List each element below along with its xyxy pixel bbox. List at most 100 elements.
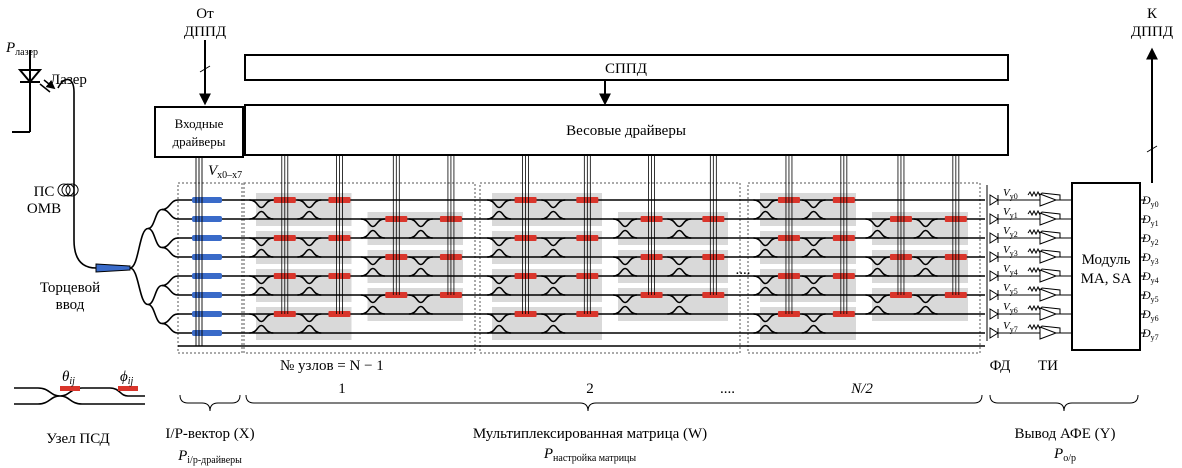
digital-sub: y1 (1151, 219, 1159, 228)
voltage-sub: y0 (1010, 192, 1018, 201)
input-modulator (192, 330, 222, 336)
brace (990, 395, 1138, 411)
output-digital: Dy5 (1141, 288, 1159, 304)
voltage-sub: y6 (1010, 306, 1018, 315)
voltage-sub: y2 (1010, 230, 1018, 239)
splitter (162, 324, 178, 334)
amp-label: ТИ (1038, 358, 1058, 374)
amplifier (1040, 308, 1056, 320)
digital-symbol: D (1141, 212, 1151, 226)
amplifier (1040, 194, 1056, 206)
diagram: Vy0Dy0Vy1Dy1Vy2Dy2Vy3Dy3Vy4Dy4Vy5Dy5Vy6D… (0, 0, 1182, 468)
weight-drivers-label: Весовые драйверы (566, 123, 686, 139)
photodiode (990, 328, 998, 338)
output-digital: Dy3 (1141, 250, 1159, 266)
digital-sub: y6 (1151, 314, 1159, 323)
fiber-coil (58, 184, 78, 196)
brace (246, 395, 982, 411)
detector-label: ФД (990, 358, 1011, 374)
voltage-sub: y1 (1010, 211, 1018, 220)
digital-sub: y5 (1151, 295, 1159, 304)
output-voltage: Vy2 (1003, 225, 1018, 239)
legend-phi: ϕij (120, 369, 134, 387)
block-number: 2 (586, 381, 594, 397)
section-label: I/P-вектор (X) (165, 426, 254, 442)
voltage-sub: y7 (1010, 325, 1018, 334)
legend-theta: θij (62, 369, 75, 387)
digital-symbol: D (1141, 193, 1151, 207)
input-modulator (192, 273, 222, 279)
input-modulator (192, 311, 222, 317)
digital-sub: y2 (1151, 238, 1159, 247)
input-block (178, 183, 242, 353)
input-modulator (192, 216, 222, 222)
block-number: 1 (338, 381, 346, 397)
section-label: Мультиплексированная матрица (W) (473, 426, 707, 442)
output-voltage: Vy3 (1003, 244, 1018, 258)
digital-sub: y4 (1151, 276, 1159, 285)
output-digital: Dy2 (1141, 231, 1159, 247)
output-digital: Dy1 (1141, 212, 1159, 228)
splitter (148, 229, 162, 248)
to-label: К (1147, 6, 1158, 22)
digital-symbol: D (1141, 326, 1151, 340)
module-label: Модуль (1082, 252, 1131, 268)
voltage-sub: y4 (1010, 268, 1018, 277)
digital-sub: y0 (1151, 200, 1159, 209)
output-digital: Dy0 (1141, 193, 1159, 209)
laser-label: Лазер (50, 72, 87, 88)
to-label: ДППД (1131, 24, 1173, 40)
digital-sub: y3 (1151, 257, 1159, 266)
edge-coupler (96, 264, 130, 272)
block-number: N/2 (850, 381, 873, 397)
output-voltage: Vy6 (1003, 301, 1018, 315)
amplifier (1040, 289, 1056, 301)
digital-symbol: D (1141, 307, 1151, 321)
splitter (130, 268, 148, 305)
input-modulator (192, 197, 222, 203)
voltage-sub: y3 (1010, 249, 1018, 258)
fiber (58, 79, 96, 268)
digital-symbol: D (1141, 288, 1151, 302)
splitter (162, 286, 178, 296)
voltage-sub: y5 (1010, 287, 1018, 296)
fiber-label: ОМВ (27, 201, 61, 217)
splitter (162, 200, 178, 210)
coupler-label: Торцевой (40, 280, 100, 296)
digital-sub: y7 (1151, 333, 1159, 342)
fiber-label: ПС (34, 184, 55, 200)
amplifier (1040, 270, 1056, 282)
section-power: Pi/p-драйверы (177, 448, 242, 466)
digital-symbol: D (1141, 231, 1151, 245)
splitter (148, 210, 162, 229)
input-drivers-label: драйверы (173, 134, 226, 149)
splitter (162, 248, 178, 258)
node-count: № узлов = N − 1 (280, 358, 384, 374)
photodiode (990, 252, 998, 262)
splitter (130, 229, 148, 269)
output-voltage: Vy4 (1003, 263, 1018, 277)
coupler-label: ввод (56, 297, 85, 313)
photodiode (990, 214, 998, 224)
photodiode (990, 195, 998, 205)
splitter (148, 286, 162, 305)
amplifier (1040, 327, 1056, 339)
ellipsis: .... (736, 262, 751, 278)
photodiode (990, 271, 998, 281)
input-drivers-box (155, 107, 243, 157)
section-power: Po/p (1053, 446, 1076, 464)
photodiode (990, 233, 998, 243)
splitter (162, 210, 178, 220)
from-label: От (196, 6, 214, 22)
splitter (148, 305, 162, 324)
output-digital: Dy7 (1141, 326, 1159, 342)
output-digital: Dy6 (1141, 307, 1159, 323)
amplifier (1040, 251, 1056, 263)
legend-label: Узел ПСД (46, 431, 109, 447)
digital-symbol: D (1141, 250, 1151, 264)
output-voltage: Vy5 (1003, 282, 1018, 296)
output-voltage: Vy0 (1003, 187, 1018, 201)
photodiode (990, 309, 998, 319)
amplifier (1040, 213, 1056, 225)
input-modulator (192, 292, 222, 298)
